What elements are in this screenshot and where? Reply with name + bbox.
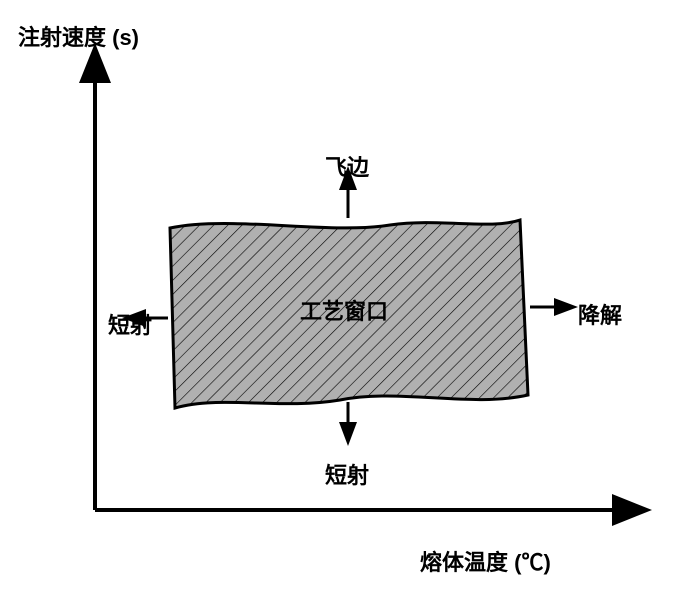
x-axis-label: 熔体温度 (℃) bbox=[420, 545, 551, 577]
callout-label-right: 降解 bbox=[578, 298, 622, 330]
diagram-canvas: 注射速度 (s) 熔体温度 (℃) 工艺窗口 飞边降解短射短射 bbox=[0, 0, 691, 616]
callout-label-top: 飞边 bbox=[325, 150, 369, 182]
callout-label-bottom: 短射 bbox=[325, 458, 369, 490]
process-window-label: 工艺窗口 bbox=[300, 294, 388, 326]
y-axis-label: 注射速度 (s) bbox=[18, 20, 139, 52]
callout-label-left: 短射 bbox=[108, 308, 152, 340]
